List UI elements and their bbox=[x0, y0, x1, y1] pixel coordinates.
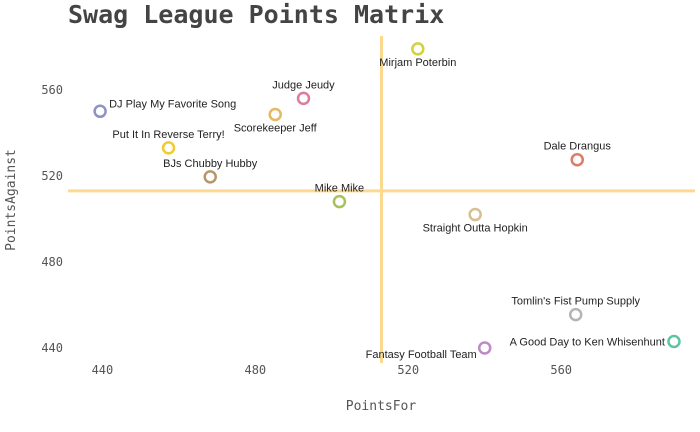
data-point bbox=[477, 341, 492, 355]
data-point bbox=[570, 152, 584, 167]
point-label: Straight Outta Hopkin bbox=[423, 223, 528, 235]
y-tick-label: 520 bbox=[41, 169, 63, 183]
point-labels: Mirjam Poterbin Judge Jeudy DJ Play My Fav… bbox=[109, 57, 665, 361]
point-label: Tomlin's Fist Pump Supply bbox=[511, 296, 640, 308]
point-label: Dale Drangus bbox=[544, 141, 612, 153]
x-axis-title: PointsFor bbox=[346, 399, 417, 414]
x-tick-label: 520 bbox=[397, 363, 419, 377]
chart-title: Swag League Points Matrix bbox=[68, 0, 445, 29]
data-point bbox=[268, 107, 282, 122]
data-point bbox=[568, 307, 583, 322]
data-point bbox=[161, 141, 176, 155]
x-tick-label: 440 bbox=[92, 363, 114, 377]
x-tick-label: 480 bbox=[244, 363, 266, 377]
point-label: Mike Mike bbox=[315, 183, 365, 195]
data-point bbox=[667, 334, 681, 349]
x-tick-label: 560 bbox=[550, 363, 572, 377]
data-point bbox=[203, 170, 217, 184]
point-label: Scorekeeper Jeff bbox=[234, 123, 318, 135]
y-tick-label: 480 bbox=[41, 255, 63, 269]
point-label: BJs Chubby Hubby bbox=[163, 158, 258, 170]
point-label: DJ Play My Favorite Song bbox=[109, 98, 236, 110]
reference-lines bbox=[68, 36, 695, 363]
data-points bbox=[93, 42, 681, 355]
y-axis-title: PointsAgainst bbox=[4, 149, 19, 251]
point-label: A Good Day to Ken Whisenhunt bbox=[510, 336, 665, 348]
data-point bbox=[468, 207, 482, 222]
point-label: Mirjam Poterbin bbox=[379, 57, 456, 69]
x-axis-ticks: 440 480 520 560 bbox=[92, 363, 572, 377]
y-tick-label: 560 bbox=[41, 83, 63, 97]
data-point bbox=[411, 42, 425, 56]
data-point bbox=[332, 194, 347, 209]
point-label: Judge Jeudy bbox=[272, 79, 335, 91]
data-point bbox=[296, 91, 311, 106]
data-point bbox=[93, 104, 107, 119]
point-label: Fantasy Football Team bbox=[366, 349, 477, 361]
point-label: Put It In Reverse Terry! bbox=[112, 129, 224, 141]
y-tick-label: 440 bbox=[41, 341, 63, 355]
y-axis-ticks: 440 480 520 560 bbox=[41, 83, 63, 355]
